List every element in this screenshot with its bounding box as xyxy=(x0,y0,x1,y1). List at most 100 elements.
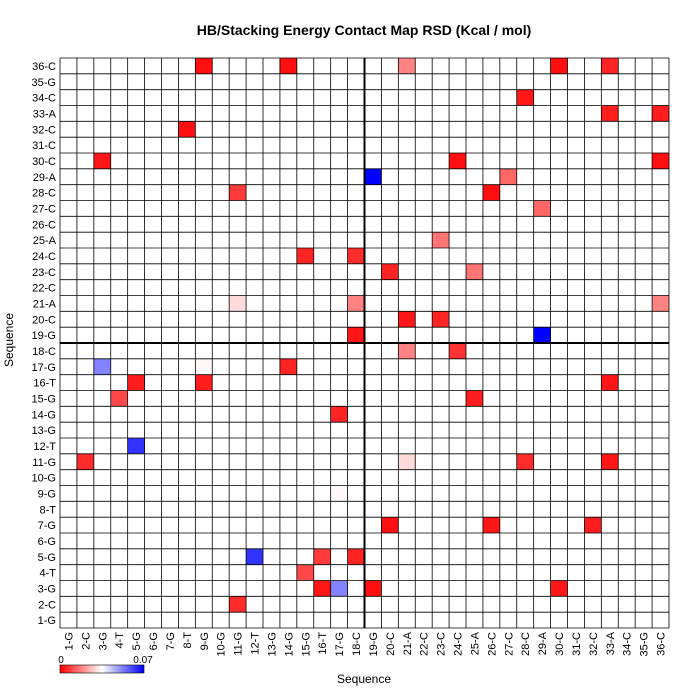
y-tick-label: 36-C xyxy=(32,61,56,73)
y-tick-label: 34-C xyxy=(32,93,56,105)
y-tick-label: 7-G xyxy=(38,520,56,532)
x-tick-label: 5-G xyxy=(131,632,143,650)
y-tick-label: 18-C xyxy=(32,346,56,358)
heatmap-cell xyxy=(347,548,365,565)
y-axis-label: Sequence xyxy=(2,313,16,367)
heatmap-cell xyxy=(449,343,466,359)
heatmap-cell xyxy=(313,580,331,597)
heatmap-cell xyxy=(398,453,416,470)
heatmap-cell xyxy=(246,548,263,565)
heatmap-cell xyxy=(76,453,94,470)
x-tick-label: 30-C xyxy=(554,632,566,656)
heatmap-cell xyxy=(229,596,247,613)
x-tick-label: 24-C xyxy=(453,632,465,656)
colorbar-gradient xyxy=(59,664,145,674)
y-tick-label: 2-C xyxy=(38,599,56,611)
heatmap-cell xyxy=(398,58,416,74)
y-tick-label: 22-C xyxy=(32,283,56,295)
heatmap-cell xyxy=(347,295,365,312)
y-tick-label: 20-C xyxy=(32,314,56,326)
heatmap-cell xyxy=(499,168,517,185)
heatmap-cell xyxy=(93,358,111,375)
y-tick-label: 5-G xyxy=(38,552,56,564)
heatmap-cell xyxy=(652,153,669,169)
heatmap-cell xyxy=(229,295,247,312)
y-tick-label: 6-G xyxy=(38,536,56,548)
y-tick-label: 3-G xyxy=(38,583,56,595)
x-tick-label: 21-A xyxy=(402,631,414,655)
heatmap-cell xyxy=(330,406,348,423)
y-tick-label: 21-A xyxy=(33,298,57,310)
heatmap-cell xyxy=(516,453,534,470)
x-tick-label: 7-G xyxy=(165,632,177,650)
heatmap-cell xyxy=(466,390,483,407)
y-tick-label: 31-C xyxy=(32,140,56,152)
heatmap-cell xyxy=(516,89,534,106)
heatmap-cell xyxy=(601,453,619,470)
x-tick-label: 1-G xyxy=(63,632,75,650)
y-tick-label: 32-C xyxy=(32,124,56,136)
heatmap-cell xyxy=(533,327,551,343)
chart-title: HB/Stacking Energy Contact Map RSD (Kcal… xyxy=(197,22,532,38)
heatmap-cell xyxy=(432,311,450,328)
heatmap-cell xyxy=(550,580,568,597)
heatmap-cell xyxy=(652,105,669,122)
heatmap-cell xyxy=(482,517,500,533)
heatmap-cell xyxy=(330,580,348,597)
x-tick-label: 28-C xyxy=(520,632,532,656)
heatmap-cell xyxy=(313,548,331,565)
x-tick-label: 36-C xyxy=(656,632,668,656)
heatmap-cell xyxy=(195,374,213,391)
y-tick-label: 9-G xyxy=(38,488,56,500)
x-tick-label: 17-G xyxy=(334,632,346,656)
heatmap-cell xyxy=(381,517,399,533)
heatmap-cell xyxy=(347,327,365,343)
x-tick-label: 11-G xyxy=(233,632,245,656)
heatmap-cell xyxy=(178,121,196,138)
x-tick-label: 31-C xyxy=(571,632,583,656)
heatmap-cells xyxy=(76,58,669,613)
heatmap-cell xyxy=(127,374,145,391)
y-tick-label: 26-C xyxy=(32,219,56,231)
x-tick-label: 23-C xyxy=(436,632,448,656)
x-tick-label: 2-C xyxy=(80,632,92,650)
x-tick-label: 35-G xyxy=(639,632,651,656)
x-tick-label: 9-G xyxy=(199,632,211,650)
x-tick-label: 3-G xyxy=(97,632,109,650)
heatmap-grid xyxy=(59,57,670,629)
x-tick-label: 18-C xyxy=(351,632,363,656)
heatmap-cell xyxy=(432,232,450,248)
y-tick-label: 30-C xyxy=(32,156,56,168)
y-tick-label: 11-G xyxy=(32,457,56,469)
heatmap-cell xyxy=(110,390,128,407)
heatmap-cell xyxy=(93,153,111,169)
heatmap-cell xyxy=(601,105,619,122)
x-tick-label: 33-A xyxy=(605,631,617,655)
x-tick-label: 15-G xyxy=(300,632,312,656)
colorbar-max-label: 0.07 xyxy=(133,655,153,666)
heatmap-cell xyxy=(584,517,602,533)
heatmap-cell xyxy=(296,564,314,581)
x-tick-label: 14-G xyxy=(283,632,295,656)
x-tick-label: 27-C xyxy=(503,632,515,656)
heatmap-cell xyxy=(482,184,500,201)
y-tick-label: 4-T xyxy=(40,568,57,580)
heatmap-cell xyxy=(364,580,382,597)
y-tick-label: 13-G xyxy=(32,425,56,437)
heatmap-cell xyxy=(449,153,466,169)
colorbar: 0 0.07 xyxy=(58,655,153,674)
y-tick-label: 8-T xyxy=(40,504,57,516)
x-tick-label: 6-G xyxy=(148,632,160,650)
heatmap-cell xyxy=(398,343,416,359)
heatmap-cell xyxy=(601,58,619,74)
y-tick-label: 19-G xyxy=(32,330,56,342)
y-tick-label: 28-C xyxy=(32,188,56,200)
x-tick-label: 4-T xyxy=(114,632,126,649)
y-tick-label: 35-G xyxy=(32,77,56,89)
x-tick-label: 34-C xyxy=(622,632,634,656)
heatmap-cell xyxy=(364,168,382,185)
y-tick-label: 25-A xyxy=(33,235,57,247)
y-tick-label: 17-G xyxy=(32,362,56,374)
y-tick-label: 14-G xyxy=(32,409,56,421)
